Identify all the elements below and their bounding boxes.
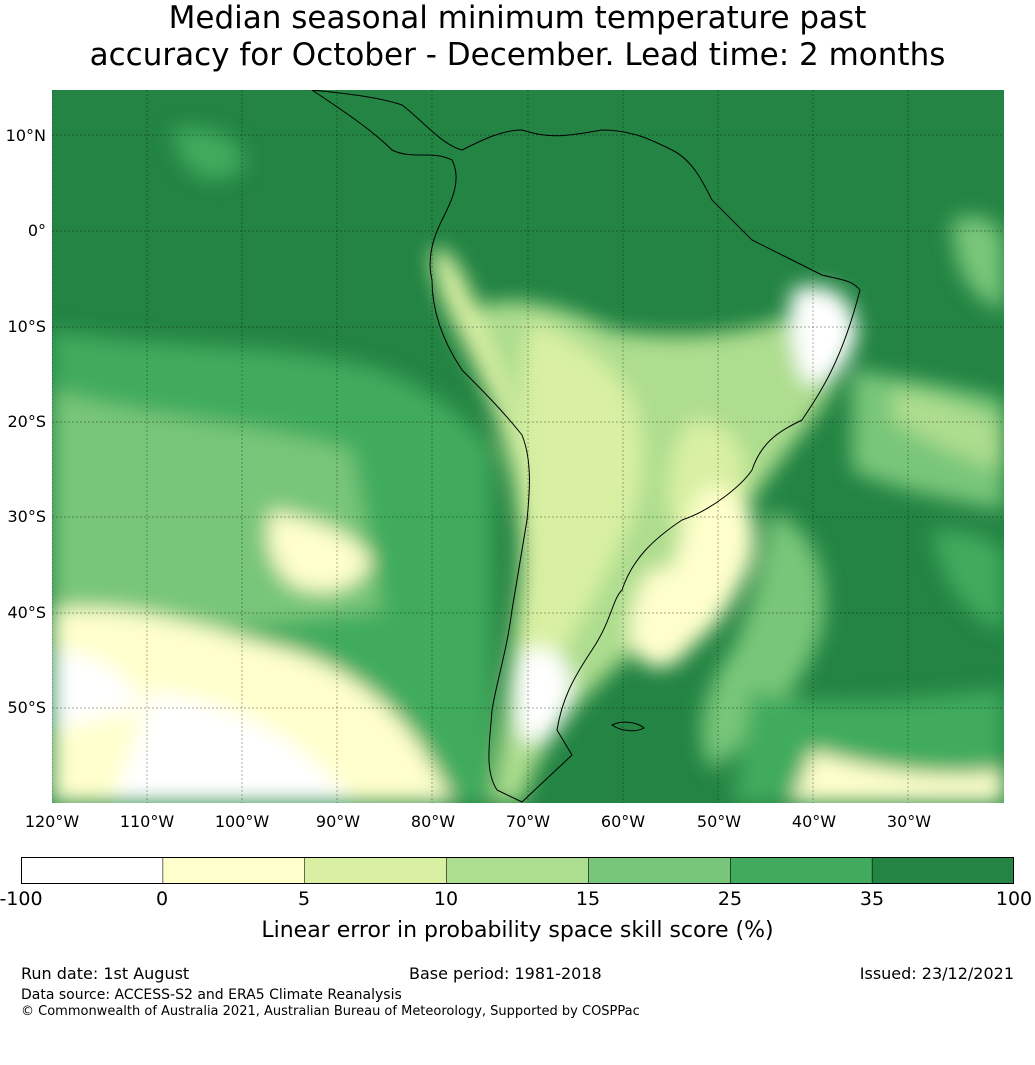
lon-label-60w: 60°W xyxy=(600,812,646,831)
lon-label-50w: 50°W xyxy=(696,812,742,831)
lat-label-20s: 20°S xyxy=(7,412,46,431)
lat-label-30s: 30°S xyxy=(7,507,46,526)
colorbar-tick: 15 xyxy=(575,888,601,910)
skill-score-map xyxy=(52,90,1004,803)
lat-label-0: 0° xyxy=(27,221,46,240)
coastline xyxy=(311,90,861,803)
colorbar-bin xyxy=(446,857,589,884)
lon-label-70w: 70°W xyxy=(505,812,551,831)
map-title: Median seasonal minimum temperature past… xyxy=(0,0,1035,74)
colorbar-bin xyxy=(21,857,164,884)
falkland-islands xyxy=(611,721,645,732)
lat-label-10s: 10°S xyxy=(7,317,46,336)
base-period: Base period: 1981-2018 xyxy=(409,964,602,983)
lon-label-110w: 110°W xyxy=(119,812,175,831)
colorbar xyxy=(21,857,1014,884)
colorbar-bin xyxy=(730,857,873,884)
lat-label-50s: 50°S xyxy=(7,698,46,717)
colorbar-tick: 25 xyxy=(717,888,743,910)
lon-label-120w: 120°W xyxy=(24,812,80,831)
data-source: Data source: ACCESS-S2 and ERA5 Climate … xyxy=(21,987,402,1003)
colorbar-bin xyxy=(162,857,306,884)
lon-label-90w: 90°W xyxy=(315,812,361,831)
colorbar-tick: 10 xyxy=(433,888,459,910)
title-line-1: Median seasonal minimum temperature past xyxy=(168,0,867,36)
lon-label-80w: 80°W xyxy=(410,812,456,831)
title-line-2: accuracy for October - December. Lead ti… xyxy=(89,37,946,73)
lon-label-40w: 40°W xyxy=(791,812,837,831)
colorbar-tick: 5 xyxy=(297,888,311,910)
run-date: Run date: 1st August xyxy=(21,964,190,983)
colorbar-bin xyxy=(872,857,1014,884)
graticule xyxy=(52,90,1004,803)
colorbar-tick: 35 xyxy=(859,888,885,910)
skill-field-patches xyxy=(52,128,1004,803)
issued-date: Issued: 23/12/2021 xyxy=(859,964,1014,983)
colorbar-bin xyxy=(588,857,731,884)
colorbar-label: Linear error in probability space skill … xyxy=(261,918,774,943)
colorbar-tick: -100 xyxy=(0,888,43,910)
colorbar-bin xyxy=(304,857,448,884)
colorbar-tick: 100 xyxy=(995,888,1033,910)
lat-label-10n: 10°N xyxy=(5,126,46,145)
lon-label-100w: 100°W xyxy=(214,812,270,831)
lat-label-40s: 40°S xyxy=(7,603,46,622)
copyright: © Commonwealth of Australia 2021, Austra… xyxy=(21,1004,640,1019)
colorbar-tick: 0 xyxy=(155,888,169,910)
lon-label-30w: 30°W xyxy=(886,812,932,831)
